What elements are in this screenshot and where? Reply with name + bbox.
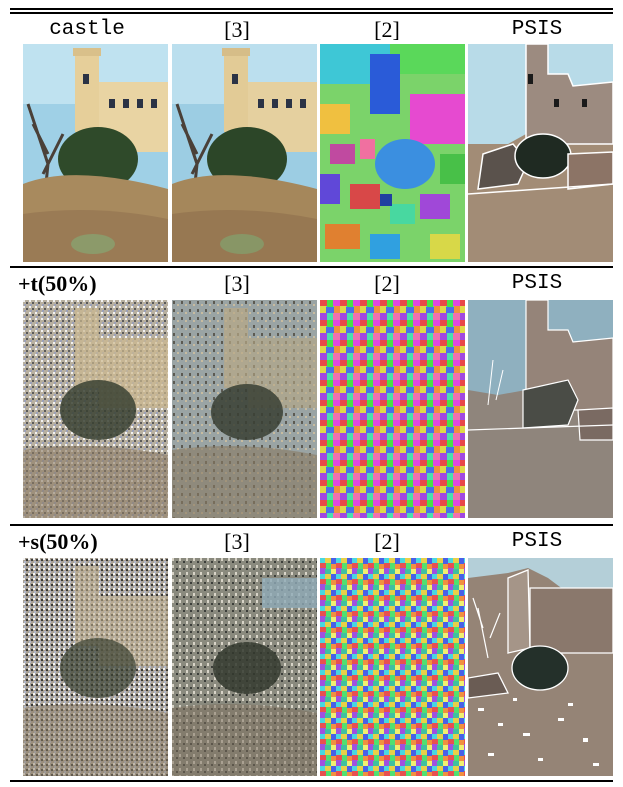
- table-row-separator-1: [10, 266, 613, 268]
- row1-col4-header: PSIS: [511, 18, 563, 41]
- table-top-rule-2: [10, 12, 613, 14]
- row3-col4-header: PSIS: [511, 530, 563, 553]
- noisy-s-input-image: [23, 558, 168, 776]
- noisy-t-method2-superpixel-image: [320, 300, 465, 518]
- row1-col3-header: [2]: [374, 17, 400, 42]
- castle-method3-image: [172, 44, 317, 262]
- table-top-rule-1: [10, 8, 613, 10]
- row1-label: castle: [49, 18, 125, 41]
- row2-col2-header: [3]: [224, 271, 250, 296]
- row3-col2-header: [3]: [224, 529, 250, 554]
- table-row-separator-2: [10, 524, 613, 526]
- row1-col2-header: [3]: [224, 17, 250, 42]
- noisy-t-input-image: [23, 300, 168, 518]
- noisy-t-psis-segmentation-image: [468, 300, 613, 518]
- noisy-s-method3-image: [172, 558, 317, 776]
- castle-original-image: [23, 44, 168, 262]
- row2-col4-header: PSIS: [511, 272, 563, 295]
- row2-col3-header: [2]: [374, 271, 400, 296]
- row2-label: +t(50%): [18, 271, 97, 296]
- row3-col3-header: [2]: [374, 529, 400, 554]
- row3-label: +s(50%): [18, 529, 98, 554]
- noisy-t-method3-image: [172, 300, 317, 518]
- table-bottom-rule: [10, 780, 613, 782]
- noisy-s-psis-segmentation-image: [468, 558, 613, 776]
- castle-method2-superpixel-image: [320, 44, 465, 262]
- castle-psis-segmentation-image: [468, 44, 613, 262]
- noisy-s-method2-superpixel-image: [320, 558, 465, 776]
